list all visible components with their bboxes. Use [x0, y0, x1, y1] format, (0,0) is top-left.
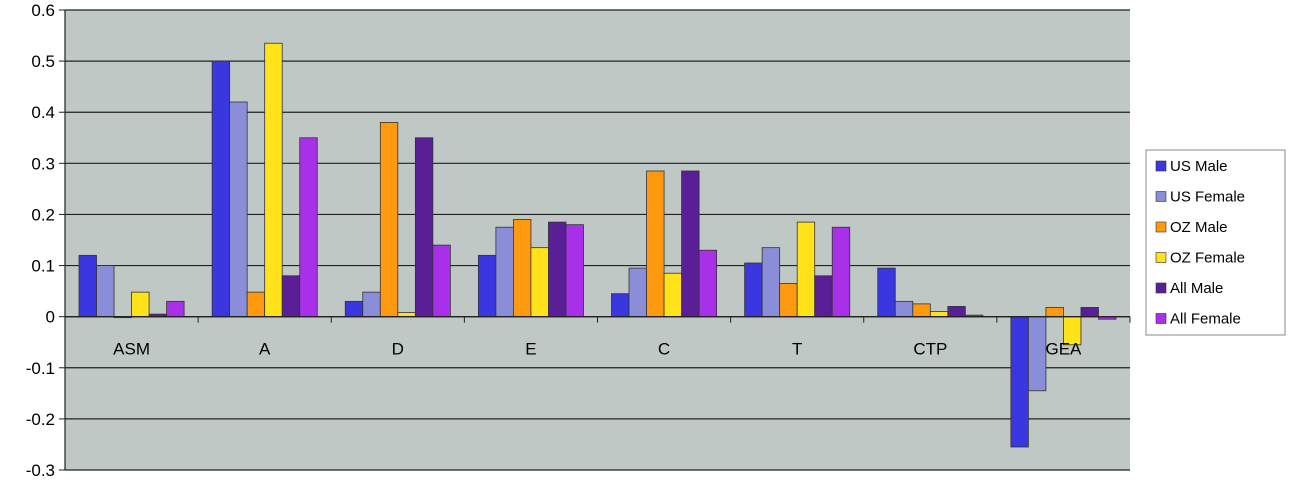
bar [513, 219, 532, 318]
legend-swatch [1155, 191, 1167, 202]
y-tick-label: 0.5 [31, 52, 55, 71]
bar [744, 262, 763, 318]
legend-label: US Male [1170, 158, 1228, 175]
x-category-label: ASM [113, 340, 150, 359]
bar [1045, 307, 1064, 318]
legend-swatch [1155, 252, 1167, 263]
y-tick-label: 0.3 [31, 154, 55, 173]
bar [796, 221, 816, 318]
bar [814, 275, 833, 318]
legend: US Male US Female OZ Male OZ Female All Male… [1145, 149, 1286, 336]
legend-label: All Male [1170, 280, 1223, 297]
bar [166, 300, 185, 318]
bar [299, 137, 318, 318]
bar [78, 254, 97, 318]
bar [246, 291, 266, 318]
bar [477, 254, 497, 318]
bar [1027, 316, 1047, 392]
y-tick-label: -0.2 [26, 410, 55, 429]
y-axis-ticks: 0.6 0.5 0.4 0.3 0.2 0.1 0 -0.1 -0.2 -0.3 [26, 1, 55, 480]
legend-label: OZ Female [1170, 250, 1245, 267]
legend-box [1145, 149, 1286, 336]
bar [912, 303, 931, 318]
bar [698, 249, 718, 318]
x-category-label: CTP [913, 340, 947, 359]
x-category-label: E [525, 340, 536, 359]
bar [663, 272, 682, 318]
bar [229, 101, 248, 318]
legend-swatch [1155, 160, 1167, 172]
x-category-label: D [392, 340, 404, 359]
x-category-label: A [259, 340, 271, 359]
y-tick-label: 0.4 [31, 103, 55, 122]
legend-label: OZ Male [1170, 219, 1228, 236]
y-tick-label: 0.2 [31, 205, 55, 224]
x-category-label: C [658, 340, 670, 359]
bar [264, 42, 283, 318]
y-tick-label: -0.3 [26, 461, 55, 480]
bar [211, 60, 231, 318]
y-tick-label: 0.1 [31, 257, 55, 276]
bar [646, 170, 665, 318]
bar [530, 247, 549, 318]
legend-swatch [1155, 313, 1167, 324]
bar [344, 300, 364, 318]
bar [761, 247, 781, 318]
y-tick-label: -0.1 [26, 359, 55, 378]
y-tick-label: 0 [46, 308, 55, 327]
bar [565, 224, 584, 318]
bar [929, 311, 949, 318]
x-category-label: GEA [1045, 340, 1082, 359]
bar [281, 275, 301, 318]
legend-swatch [1155, 282, 1167, 294]
bar [877, 267, 896, 318]
bar [414, 137, 434, 318]
legend-swatch [1155, 221, 1167, 233]
bar [628, 267, 647, 318]
bar [1080, 307, 1099, 318]
bar [548, 221, 567, 318]
category-labels: ASM A D E C T CTP GEA [113, 340, 1082, 359]
bar [611, 293, 630, 318]
bar [362, 291, 381, 318]
bar [947, 306, 966, 318]
bar [131, 291, 150, 318]
bar [495, 226, 514, 318]
bar [894, 300, 914, 318]
x-category-label: T [792, 340, 802, 359]
bar [1010, 316, 1029, 448]
bar [432, 244, 451, 318]
bar [831, 226, 851, 318]
bar [681, 170, 700, 318]
legend-label: US Female [1170, 189, 1245, 206]
bar [379, 122, 399, 318]
y-tick-label: 0.6 [31, 1, 55, 20]
bar [779, 283, 798, 318]
bar [96, 265, 115, 318]
bars [65, 42, 1130, 448]
legend-label: All Female [1170, 311, 1241, 328]
